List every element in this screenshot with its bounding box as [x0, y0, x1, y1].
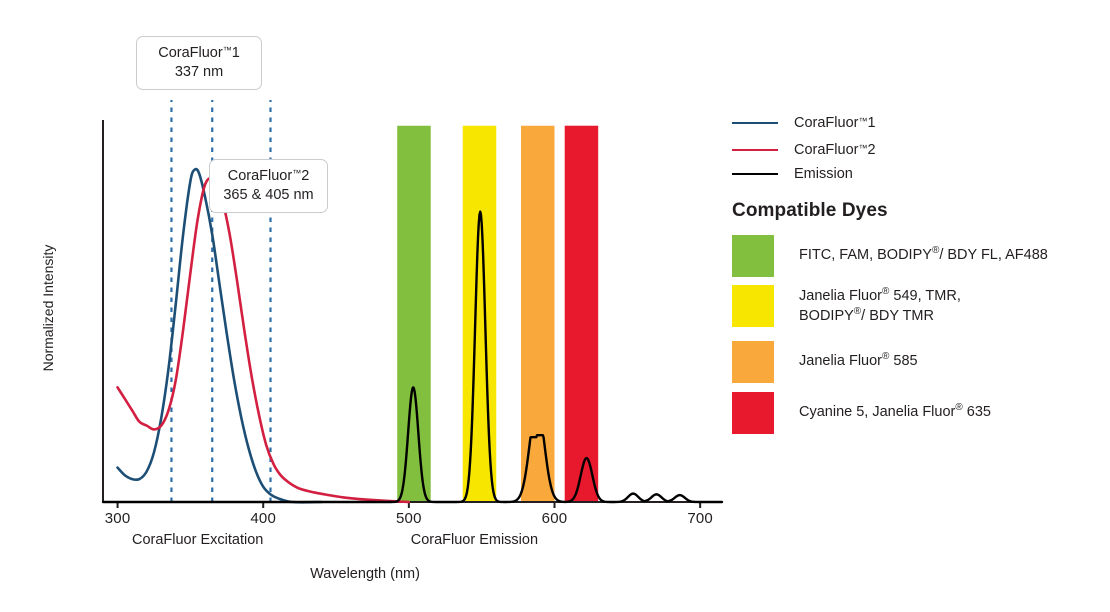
corafluor2-callout: CoraFluor™2 365 & 405 nm — [209, 159, 328, 214]
dye-orange-row: Janelia Fluor® 585 — [732, 341, 918, 383]
legend-emission-label: Emission — [794, 166, 853, 182]
dye-green-label: FITC, FAM, BODIPY®/ BDY FL, AF488 — [799, 245, 1048, 263]
region-label-0: CoraFluor Excitation — [131, 532, 264, 548]
x-tick-label-400: 400 — [250, 510, 277, 527]
legend-emission-line-swatch — [732, 173, 778, 175]
legend-corafluor1-label: CoraFluor™1 — [794, 115, 876, 131]
legend-corafluor2-line-swatch — [732, 149, 778, 151]
orange-band — [521, 125, 555, 502]
curve-excitation-CoraFluor1 — [116, 167, 323, 504]
corafluor2-callout-line2: 365 & 405 nm — [223, 186, 314, 203]
corafluor1-callout-line1: CoraFluor™1 — [158, 45, 240, 61]
trademark-symbol: ™ — [222, 45, 232, 55]
x-axis-title: Wavelength (nm) — [310, 566, 420, 582]
dye-red-row: Cyanine 5, Janelia Fluor® 635 — [732, 392, 991, 434]
curve-excitation-CoraFluor2 — [116, 175, 411, 504]
dye-red-swatch — [732, 392, 774, 434]
spectra-plot — [101, 100, 724, 508]
legend-panel: CoraFluor™1 CoraFluor™2 Emission Compatibl… — [730, 0, 1110, 612]
yellow-band — [462, 125, 497, 502]
region-label-1: CoraFluor Emission — [410, 532, 539, 548]
trademark-symbol: ™ — [292, 168, 302, 178]
registered-symbol: ® — [853, 305, 862, 317]
legend-corafluor2: CoraFluor™2 — [732, 142, 876, 158]
legend-emission: Emission — [732, 166, 853, 182]
trademark-symbol: ™ — [858, 143, 868, 153]
x-tick-label-700: 700 — [687, 510, 713, 527]
dye-red-label: Cyanine 5, Janelia Fluor® 635 — [799, 402, 991, 420]
registered-symbol: ® — [882, 286, 890, 298]
x-tick-label-500: 500 — [396, 510, 422, 527]
curve-emission — [101, 210, 724, 504]
dye-yellow-row: Janelia Fluor® 549, TMR, BODIPY®/ BDY TM… — [732, 285, 961, 327]
legend-corafluor2-label: CoraFluor™2 — [794, 142, 876, 158]
compatible-dyes-heading: Compatible Dyes — [732, 200, 888, 221]
dye-green-swatch — [732, 235, 774, 277]
registered-symbol: ® — [955, 402, 963, 414]
x-tick-label-600: 600 — [541, 510, 568, 527]
green-band — [397, 125, 431, 502]
dye-orange-swatch — [732, 341, 774, 383]
x-tick-label-300: 300 — [104, 510, 131, 527]
corafluor1-callout-line2: 337 nm — [174, 63, 224, 80]
registered-symbol: ® — [882, 351, 890, 363]
plot-region: 300 400 500 600 700 CoraFluor Excitation Cora… — [40, 36, 724, 582]
legend-corafluor1-line-swatch — [732, 122, 778, 124]
trademark-symbol: ™ — [858, 116, 868, 126]
dye-orange-label: Janelia Fluor® 585 — [799, 351, 918, 369]
dye-yellow-label: Janelia Fluor® 549, TMR, BODIPY®/ BDY TM… — [799, 286, 961, 324]
y-axis-title: Normalized Intensity — [40, 244, 56, 372]
registered-symbol: ® — [931, 245, 940, 257]
dye-yellow-swatch — [732, 285, 774, 327]
corafluor2-callout-line1: CoraFluor™2 — [227, 168, 310, 184]
dye-green-row: FITC, FAM, BODIPY®/ BDY FL, AF488 — [732, 235, 1048, 277]
red-band — [564, 125, 599, 502]
legend-corafluor1: CoraFluor™1 — [732, 115, 876, 131]
corafluor1-callout: CoraFluor™1 337 nm — [136, 36, 262, 91]
